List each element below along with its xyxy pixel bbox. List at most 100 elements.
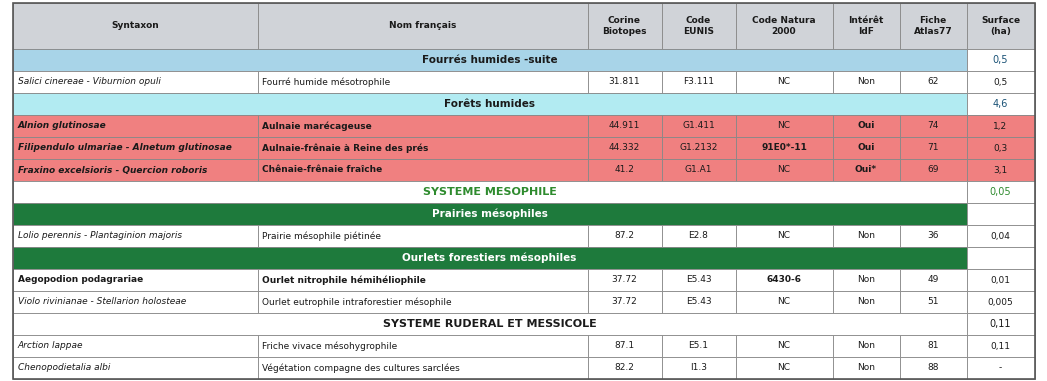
Bar <box>13 3 258 49</box>
Text: Oui: Oui <box>857 122 874 131</box>
Text: 36: 36 <box>928 232 939 240</box>
Bar <box>832 159 899 181</box>
Text: E5.43: E5.43 <box>686 298 711 306</box>
Bar <box>587 269 662 291</box>
Bar <box>735 291 832 313</box>
Text: NC: NC <box>778 341 790 351</box>
Bar <box>735 269 832 291</box>
Bar <box>13 225 258 247</box>
Bar <box>13 247 966 269</box>
Text: Fraxino excelsioris - Quercion roboris: Fraxino excelsioris - Quercion roboris <box>18 165 207 174</box>
Bar <box>587 71 662 93</box>
Bar <box>587 291 662 313</box>
Text: Végétation compagne des cultures sarclées: Végétation compagne des cultures sarclée… <box>263 363 461 373</box>
Text: Fourré humide mésotrophile: Fourré humide mésotrophile <box>263 77 391 87</box>
Bar <box>735 225 832 247</box>
Text: G1.A1: G1.A1 <box>685 165 712 174</box>
Text: 6430-6: 6430-6 <box>766 275 802 285</box>
Text: 0,11: 0,11 <box>989 319 1011 329</box>
Bar <box>899 335 966 357</box>
Bar <box>587 159 662 181</box>
Text: Non: Non <box>857 275 875 285</box>
Bar <box>966 115 1034 137</box>
Text: E5.43: E5.43 <box>686 275 711 285</box>
Bar <box>587 115 662 137</box>
Bar <box>13 93 966 115</box>
Bar <box>966 93 1034 115</box>
Text: 49: 49 <box>928 275 939 285</box>
Bar <box>899 225 966 247</box>
Bar <box>735 357 832 379</box>
Text: 82.2: 82.2 <box>615 363 634 373</box>
Text: Non: Non <box>857 77 875 86</box>
Bar <box>13 49 966 71</box>
Bar <box>258 225 587 247</box>
Bar <box>13 137 258 159</box>
Text: 69: 69 <box>928 165 939 174</box>
Text: 0,11: 0,11 <box>990 341 1010 351</box>
Bar <box>662 71 735 93</box>
Text: 0,5: 0,5 <box>994 77 1007 86</box>
Bar <box>13 71 258 93</box>
Bar <box>13 313 966 335</box>
Bar <box>13 335 258 357</box>
Bar <box>258 159 587 181</box>
Bar <box>966 71 1034 93</box>
Bar <box>662 159 735 181</box>
Text: Fourrés humides -suite: Fourrés humides -suite <box>422 55 557 65</box>
Bar <box>735 137 832 159</box>
Text: Salici cinereae - Viburnion opuli: Salici cinereae - Viburnion opuli <box>18 77 160 86</box>
Text: 74: 74 <box>928 122 939 131</box>
Bar <box>899 357 966 379</box>
Text: 81: 81 <box>928 341 939 351</box>
Bar <box>587 335 662 357</box>
Text: Arction lappae: Arction lappae <box>18 341 83 351</box>
Text: 91E0*-11: 91E0*-11 <box>761 144 807 152</box>
Text: Non: Non <box>857 232 875 240</box>
Bar <box>662 357 735 379</box>
Bar <box>662 269 735 291</box>
Bar <box>832 291 899 313</box>
Text: 0,5: 0,5 <box>993 55 1008 65</box>
Text: Chênaie-frênaie fraîche: Chênaie-frênaie fraîche <box>263 165 383 174</box>
Text: Lolio perennis - Plantaginion majoris: Lolio perennis - Plantaginion majoris <box>18 232 181 240</box>
Bar <box>258 3 587 49</box>
Bar <box>13 181 966 203</box>
Bar <box>966 159 1034 181</box>
Bar <box>735 115 832 137</box>
Text: E2.8: E2.8 <box>689 232 709 240</box>
Bar <box>258 357 587 379</box>
Text: 0,3: 0,3 <box>994 144 1007 152</box>
Bar <box>258 71 587 93</box>
Text: 88: 88 <box>928 363 939 373</box>
Bar <box>258 291 587 313</box>
Bar <box>662 225 735 247</box>
Text: Violo rivinianae - Stellarion holosteae: Violo rivinianae - Stellarion holosteae <box>18 298 185 306</box>
Text: NC: NC <box>778 165 790 174</box>
Text: 4,6: 4,6 <box>993 99 1008 109</box>
Bar <box>662 3 735 49</box>
Text: Aulnaie-frênaie à Reine des prés: Aulnaie-frênaie à Reine des prés <box>263 143 429 153</box>
Text: Chenopodietalia albi: Chenopodietalia albi <box>18 363 110 373</box>
Text: 0,005: 0,005 <box>987 298 1013 306</box>
Bar <box>735 3 832 49</box>
Text: Non: Non <box>857 298 875 306</box>
Bar <box>899 115 966 137</box>
Text: Surface
(ha): Surface (ha) <box>981 16 1020 36</box>
Bar <box>735 71 832 93</box>
Bar <box>966 269 1034 291</box>
Bar <box>832 115 899 137</box>
Text: 0,04: 0,04 <box>990 232 1010 240</box>
Text: 87.1: 87.1 <box>615 341 634 351</box>
Text: 37.72: 37.72 <box>611 298 638 306</box>
Bar <box>662 335 735 357</box>
Text: Forêts humides: Forêts humides <box>444 99 535 109</box>
Bar <box>258 115 587 137</box>
Text: SYSTEME RUDERAL ET MESSICOLE: SYSTEME RUDERAL ET MESSICOLE <box>382 319 597 329</box>
Bar <box>966 49 1034 71</box>
Bar <box>966 357 1034 379</box>
Text: Code Natura
2000: Code Natura 2000 <box>752 16 816 36</box>
Bar <box>966 137 1034 159</box>
Text: G1.411: G1.411 <box>683 122 715 131</box>
Text: Filipendulo ulmariae - Alnetum glutinosae: Filipendulo ulmariae - Alnetum glutinosa… <box>18 144 231 152</box>
